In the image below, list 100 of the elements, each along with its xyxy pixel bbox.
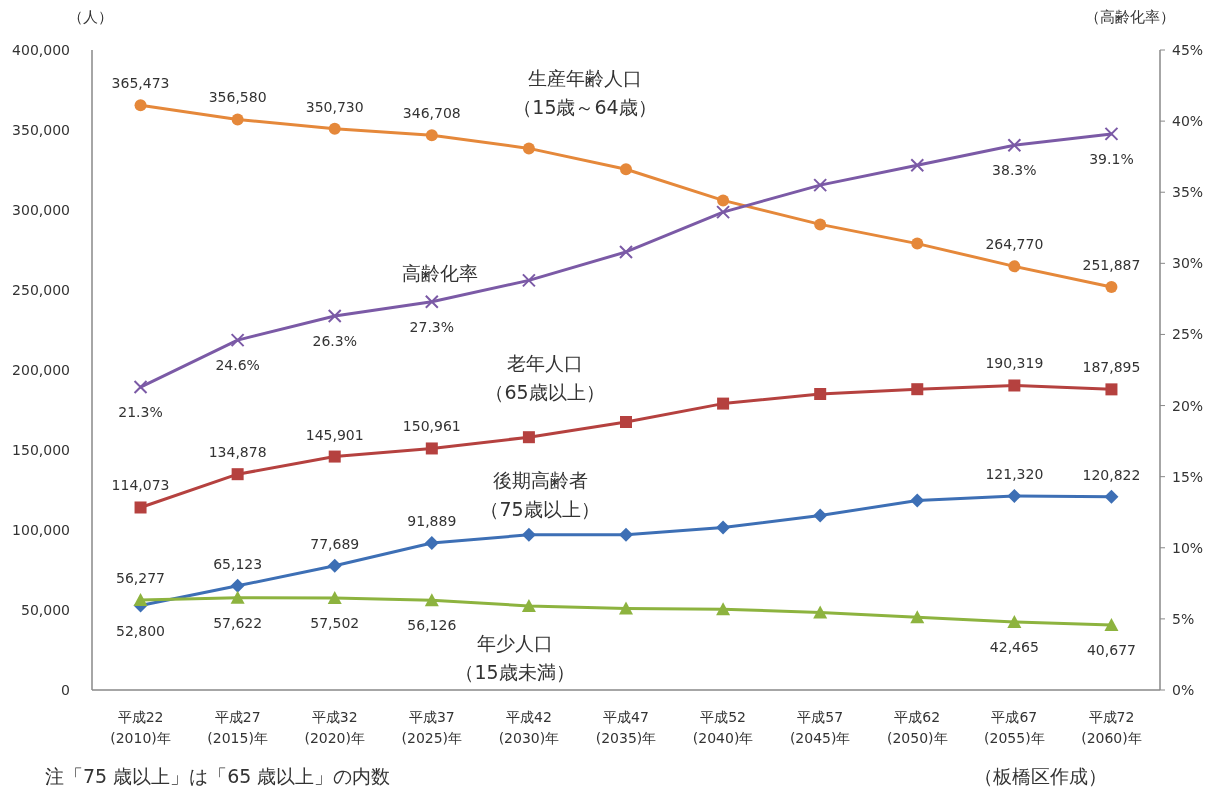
point [230,333,245,348]
data-label: 77,689 [310,535,360,552]
data-label: 350,730 [305,98,364,115]
point [424,294,439,309]
data-label: 56,277 [116,569,166,586]
point [1008,379,1021,392]
x-tick-label: 平成42 (2030)年 [498,709,560,746]
data-label: 38.3% [992,162,1037,179]
series-label: 後期高齢者（75歳以上） [480,469,600,520]
point [620,163,632,176]
point [230,578,245,593]
data-label: 65,123 [213,555,263,572]
point [230,590,245,604]
point [911,237,924,250]
x-tick-label: 平成72 (2060)年 [1081,709,1142,746]
series-label: 年少人口（15歳未満） [455,632,575,683]
point [814,388,827,400]
point [424,535,439,550]
data-label: 26.3% [312,332,357,349]
point [522,431,535,444]
data-label: 21.3% [118,404,163,421]
y2-tick-label: 10% [1172,539,1204,556]
data-label: 120,822 [1082,466,1141,483]
point [327,558,342,573]
point [619,601,633,615]
y2-tick-label: 0% [1172,682,1195,698]
point [1007,488,1022,503]
series-label: 生産年齢人口（15歳～64歳） [513,67,657,118]
point [910,493,925,508]
x-tick-label: 平成22 (2010)年 [110,709,171,746]
point [716,520,731,535]
point [134,99,147,112]
point [521,599,536,612]
point [619,527,633,542]
data-label: 57,502 [310,615,360,631]
data-label: 187,895 [1082,359,1141,376]
y-tick-label: 0 [61,682,70,698]
text: 注「75 歳以上」は「65 歳以上」の内数 [45,765,391,787]
y-tick-label: 50,000 [21,602,70,618]
x-tick-label: 平成27 (2015)年 [207,709,268,746]
y2-axis-title: （高齢化率） [1085,8,1175,26]
point [717,194,730,207]
data-label: 346,708 [402,105,461,122]
y-tick-label: 200,000 [12,362,70,378]
data-label: 145,901 [305,426,364,443]
point [231,468,244,481]
point [619,244,633,259]
data-label: 24.6% [215,357,260,374]
x-tick-label: 平成32 (2020)年 [304,709,366,746]
point [133,380,148,395]
point [327,591,342,604]
point [716,602,731,616]
y2-tick-label: 40% [1172,113,1204,130]
x-tick-label: 平成52 (2040)年 [692,709,754,746]
point [1104,489,1119,504]
text: （板橋区作成） [973,765,1107,787]
data-label: 114,073 [111,477,170,494]
y2-tick-label: 45% [1172,42,1204,58]
point [1104,126,1119,141]
data-label: 42,465 [989,639,1039,656]
point [1007,615,1022,629]
y-tick-label: 350,000 [12,122,70,138]
x-tick-label: 平成62 (2050)年 [886,709,948,746]
data-label: 251,887 [1082,256,1141,273]
point [911,383,924,396]
point [1105,280,1118,293]
y-axis-title: （人） [68,8,113,26]
point [328,122,341,135]
data-label: 121,320 [985,465,1044,482]
data-label: 150,961 [402,418,461,435]
point [814,218,827,231]
x-tick-label: 平成37 (2025)年 [401,709,463,746]
y2-tick-label: 15% [1172,468,1204,485]
point [425,442,438,455]
point [424,593,439,607]
point [620,416,632,428]
y-tick-label: 150,000 [12,442,70,458]
point [327,308,342,323]
x-tick-label: 平成67 (2055)年 [984,709,1045,746]
point [328,450,341,463]
y2-tick-label: 35% [1172,184,1204,201]
x-tick-label: 平成57 (2045)年 [789,709,851,746]
point [716,205,731,220]
y-tick-label: 300,000 [12,202,70,218]
point [521,273,536,288]
y2-tick-label: 5% [1172,610,1195,627]
data-label: 57,622 [213,614,263,631]
y2-tick-label: 20% [1172,397,1204,414]
point [522,142,535,155]
point [133,592,148,606]
point [717,397,730,410]
x-tick-label: 平成47 (2035)年 [595,709,657,746]
point [134,501,147,514]
series-label: 老年人口（65歳以上） [485,352,605,403]
data-label: 40,677 [1086,641,1136,658]
data-label: 52,800 [116,622,166,639]
y2-tick-label: 30% [1172,255,1204,272]
point [813,178,828,193]
series-label: 高齢化率 [402,262,478,284]
data-label: 264,770 [985,236,1044,253]
